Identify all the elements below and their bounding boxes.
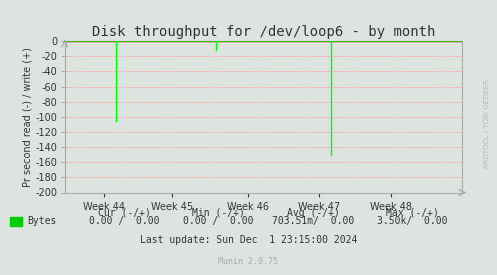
Text: 703.51m/  0.00: 703.51m/ 0.00	[272, 216, 354, 226]
Text: Last update: Sun Dec  1 23:15:00 2024: Last update: Sun Dec 1 23:15:00 2024	[140, 235, 357, 245]
Text: 0.00 /  0.00: 0.00 / 0.00	[183, 216, 254, 226]
Text: Bytes: Bytes	[27, 216, 57, 226]
Text: 3.50k/  0.00: 3.50k/ 0.00	[377, 216, 448, 226]
Text: RRDTOOL / TOBI OETIKER: RRDTOOL / TOBI OETIKER	[484, 79, 490, 168]
Text: Cur (-/+): Cur (-/+)	[98, 208, 151, 218]
Text: Munin 2.0.75: Munin 2.0.75	[219, 257, 278, 266]
Text: Max (-/+): Max (-/+)	[386, 208, 439, 218]
Title: Disk throughput for /dev/loop6 - by month: Disk throughput for /dev/loop6 - by mont…	[92, 25, 435, 39]
Text: 0.00 /  0.00: 0.00 / 0.00	[89, 216, 160, 226]
Text: Min (-/+): Min (-/+)	[192, 208, 245, 218]
Y-axis label: Pr second read (-) / write (+): Pr second read (-) / write (+)	[23, 47, 33, 187]
Text: Avg (-/+): Avg (-/+)	[287, 208, 339, 218]
